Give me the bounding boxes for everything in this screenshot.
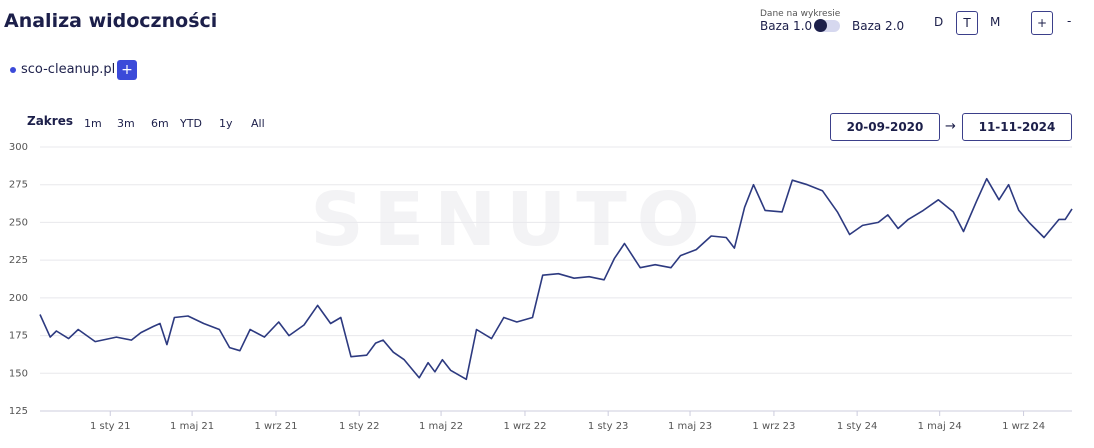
- y-tick-label: 200: [9, 293, 28, 304]
- watermark: SENUTO: [310, 177, 709, 263]
- y-tick-label: 275: [9, 180, 28, 191]
- toggle-knob: [814, 19, 827, 32]
- base1[interactable]: Baza 1.0: [760, 19, 813, 33]
- y-tick-label: 175: [9, 331, 28, 342]
- date-from[interactable]: 20-09-2020: [830, 113, 940, 141]
- title: Analiza widoczności: [4, 10, 218, 32]
- data-label: Dane na wykresie: [760, 9, 841, 19]
- date-to[interactable]: 11-11-2024: [962, 113, 1072, 141]
- range-1y[interactable]: 1y: [219, 117, 233, 130]
- gran-d[interactable]: D: [934, 15, 944, 29]
- toggle[interactable]: [814, 19, 840, 32]
- y-tick-label: 225: [9, 255, 28, 266]
- base2[interactable]: Baza 2.0: [852, 19, 905, 33]
- range-1m[interactable]: 1m: [84, 117, 102, 130]
- add-domain[interactable]: +: [117, 60, 137, 80]
- zoom-in[interactable]: +: [1031, 11, 1053, 35]
- x-tick-label: 1 wrz 23: [752, 421, 795, 432]
- domain-dot: [10, 67, 16, 73]
- gran-m[interactable]: M: [990, 15, 1001, 29]
- date-arrow: →: [945, 119, 956, 134]
- y-tick-label: 250: [9, 217, 28, 228]
- x-tick-label: 1 sty 23: [588, 421, 629, 432]
- x-tick-label: 1 wrz 21: [255, 421, 298, 432]
- x-tick-label: 1 wrz 24: [1002, 421, 1045, 432]
- range-ytd[interactable]: YTD: [180, 117, 202, 130]
- x-tick-label: 1 maj 24: [918, 421, 962, 432]
- range-label: Zakres: [27, 114, 73, 128]
- x-tick-label: 1 maj 23: [668, 421, 712, 432]
- x-tick-label: 1 sty 21: [90, 421, 131, 432]
- y-tick-label: 150: [9, 368, 28, 379]
- x-tick-label: 1 maj 22: [419, 421, 463, 432]
- zoom-out[interactable]: -: [1067, 14, 1072, 28]
- series-line: [39, 177, 1073, 381]
- domain: sco-cleanup.pl: [21, 62, 116, 77]
- range-6m[interactable]: 6m: [151, 117, 169, 130]
- y-tick-label: 300: [9, 142, 28, 153]
- range-3m[interactable]: 3m: [117, 117, 135, 130]
- x-tick-label: 1 wrz 22: [503, 421, 546, 432]
- x-tick-label: 1 sty 24: [837, 421, 878, 432]
- range-all[interactable]: All: [251, 117, 265, 130]
- x-tick-label: 1 maj 21: [170, 421, 214, 432]
- gran-t[interactable]: T: [956, 11, 978, 35]
- x-tick-label: 1 sty 22: [339, 421, 380, 432]
- y-tick-label: 125: [9, 406, 28, 417]
